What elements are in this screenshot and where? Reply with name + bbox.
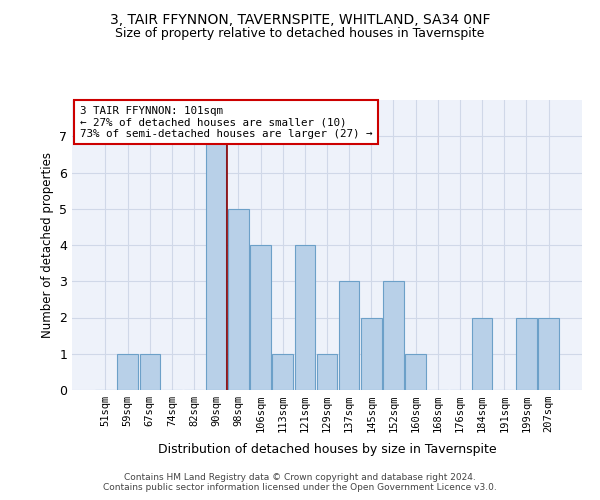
- Bar: [206, 136, 226, 390]
- Bar: [538, 318, 559, 390]
- X-axis label: Distribution of detached houses by size in Tavernspite: Distribution of detached houses by size …: [158, 444, 496, 456]
- Bar: [383, 281, 404, 390]
- Text: Contains HM Land Registry data © Crown copyright and database right 2024.: Contains HM Land Registry data © Crown c…: [124, 474, 476, 482]
- Bar: [317, 354, 337, 390]
- Bar: [250, 245, 271, 390]
- Text: 3 TAIR FFYNNON: 101sqm
← 27% of detached houses are smaller (10)
73% of semi-det: 3 TAIR FFYNNON: 101sqm ← 27% of detached…: [80, 106, 372, 139]
- Bar: [472, 318, 493, 390]
- Bar: [272, 354, 293, 390]
- Bar: [295, 245, 315, 390]
- Bar: [361, 318, 382, 390]
- Y-axis label: Number of detached properties: Number of detached properties: [41, 152, 53, 338]
- Bar: [140, 354, 160, 390]
- Text: Contains public sector information licensed under the Open Government Licence v3: Contains public sector information licen…: [103, 484, 497, 492]
- Bar: [118, 354, 138, 390]
- Bar: [228, 209, 248, 390]
- Bar: [516, 318, 536, 390]
- Bar: [339, 281, 359, 390]
- Text: 3, TAIR FFYNNON, TAVERNSPITE, WHITLAND, SA34 0NF: 3, TAIR FFYNNON, TAVERNSPITE, WHITLAND, …: [110, 12, 490, 26]
- Bar: [406, 354, 426, 390]
- Text: Size of property relative to detached houses in Tavernspite: Size of property relative to detached ho…: [115, 28, 485, 40]
